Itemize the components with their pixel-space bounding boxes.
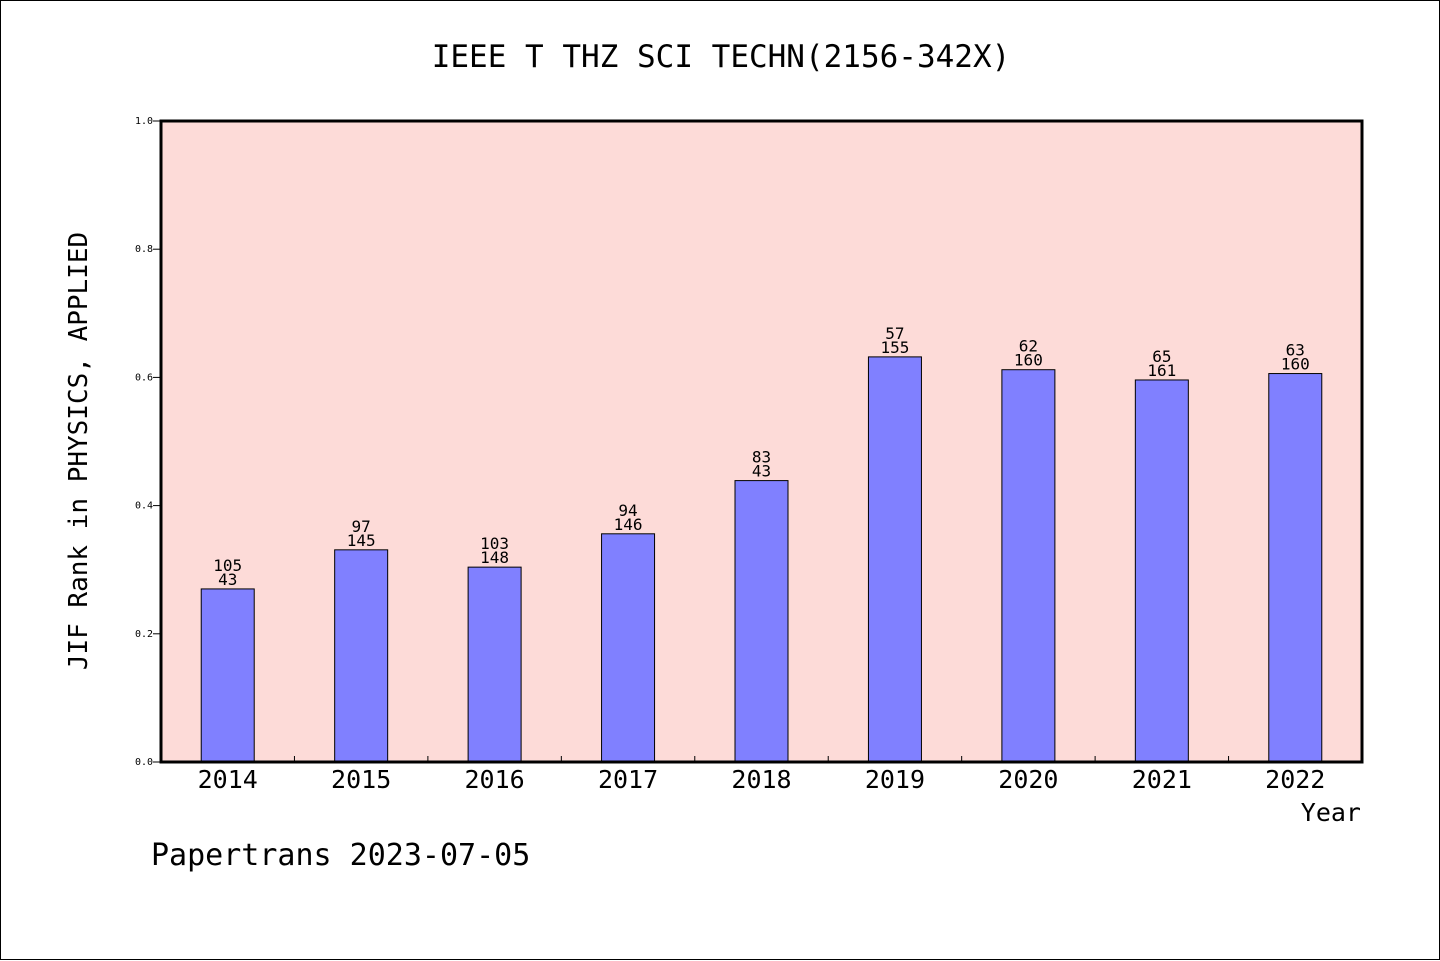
x-tick-label: 2017 [598, 765, 658, 794]
y-tick-label: 0.0 [135, 757, 153, 768]
x-axis: 2014 2015 2016 2017 2018 2019 2020 2021 2022 [198, 756, 1325, 794]
bar-label-top: 103 [480, 534, 509, 553]
bar-2022 [1268, 373, 1323, 763]
y-axis-label: JIF Rank in PHYSICS, APPLIED [64, 232, 94, 670]
y-axis: 0.0 0.2 0.4 0.6 0.8 1.0 [135, 116, 161, 768]
y-tick-label: 0.4 [135, 501, 153, 512]
bar-2021 [1134, 379, 1189, 763]
x-axis-label: Year [1301, 798, 1361, 827]
bar-series [200, 356, 1323, 763]
x-tick-label: 2021 [1132, 765, 1192, 794]
bar-2020 [1001, 369, 1056, 763]
bar-2017 [601, 533, 656, 763]
bar-label-bottom: 160 [1014, 351, 1043, 370]
chart-title: IEEE T THZ SCI TECHN(2156-342X) [432, 39, 1011, 75]
bar-label-bottom: 148 [480, 548, 509, 567]
bar-label-bottom: 160 [1281, 355, 1310, 374]
bar-label-top: 105 [213, 556, 242, 575]
bar-label-top: 83 [752, 448, 771, 467]
y-tick-label: 0.2 [135, 629, 153, 640]
bar-label-bottom: 155 [880, 338, 909, 357]
y-tick-label: 1.0 [135, 116, 153, 127]
bar-2015 [334, 549, 389, 763]
y-tick-label: 0.8 [135, 244, 153, 255]
x-tick-label: 2022 [1265, 765, 1325, 794]
bar-2019 [867, 356, 922, 763]
bar-label-top: 62 [1019, 337, 1038, 356]
bar-label-top: 65 [1152, 347, 1171, 366]
bar-label-top: 97 [352, 517, 371, 536]
x-tick-label: 2016 [465, 765, 525, 794]
x-tick-label: 2020 [998, 765, 1058, 794]
bar-label-top: 57 [885, 324, 904, 343]
x-tick-label: 2015 [331, 765, 391, 794]
watermark-text: Papertrans 2023-07-05 [151, 838, 530, 873]
bar-label-bottom: 146 [614, 515, 643, 534]
bar-label-top: 94 [618, 501, 637, 520]
bar-label-top: 63 [1286, 341, 1305, 360]
bar-2014 [200, 588, 255, 763]
bar-label-bottom: 161 [1147, 361, 1176, 380]
x-tick-label: 2014 [198, 765, 258, 794]
plot-border [159, 119, 1364, 764]
bar-label-bottom: 43 [218, 570, 237, 589]
bar-2018 [734, 480, 789, 763]
bar-label-bottom: 43 [752, 462, 771, 481]
y-tick-label: 0.6 [135, 372, 153, 383]
x-tick-label: 2019 [865, 765, 925, 794]
bar-2016 [467, 566, 522, 763]
bar-label-bottom: 145 [347, 531, 376, 550]
x-tick-label: 2018 [731, 765, 791, 794]
